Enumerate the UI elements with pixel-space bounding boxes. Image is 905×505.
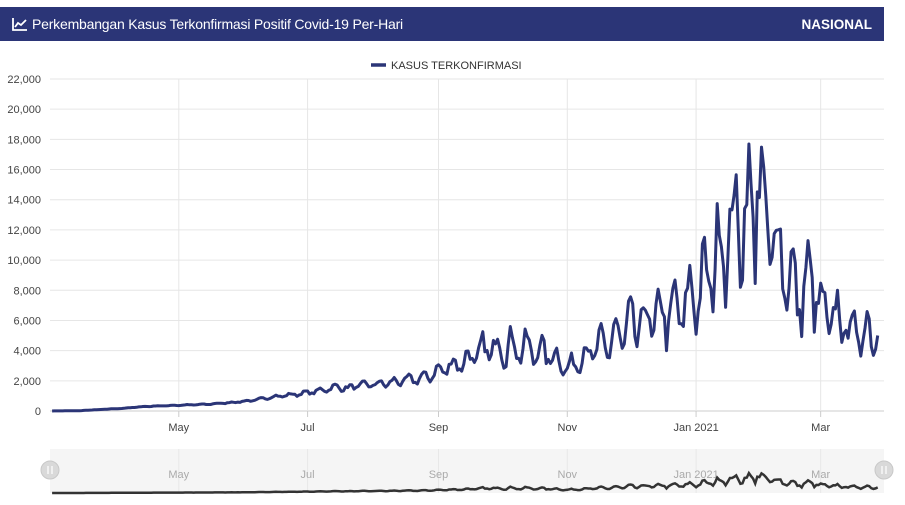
y-tick-label: 14,000 — [7, 195, 41, 207]
chart-title: Perkembangan Kasus Terkonfirmasi Positif… — [32, 16, 403, 32]
y-tick-label: 22,000 — [7, 74, 41, 86]
navigator-right-handle-grip-icon — [881, 466, 887, 474]
y-tick-label: 6,000 — [13, 315, 41, 327]
y-tick-label: 18,000 — [7, 134, 41, 146]
legend-label: KASUS TERKONFIRMASI — [391, 60, 522, 72]
navigator-background — [50, 449, 884, 493]
x-tick-label: Jul — [301, 422, 315, 434]
navigator-tick-label: Nov — [558, 469, 578, 481]
line-chart-icon — [12, 18, 27, 31]
x-tick-label: Mar — [811, 422, 830, 434]
y-tick-label: 0 — [35, 406, 41, 418]
chart-header: Perkembangan Kasus Terkonfirmasi Positif… — [0, 7, 884, 41]
navigator-tick-label: Sep — [429, 469, 449, 481]
chart-area: 0 2,000 4,000 6,000 8,000 10,000 12,000 14,000 1… — [7, 60, 894, 495]
navigator-tick-label: Mar — [811, 469, 830, 481]
navigator-left-handle[interactable] — [40, 460, 60, 480]
navigator-series-line — [52, 470, 879, 495]
x-tick-label: Nov — [558, 422, 578, 434]
y-tick-label: 10,000 — [7, 255, 41, 267]
navigator-tick-label: Jan 2021 — [673, 469, 718, 481]
navigator-right-handle[interactable] — [874, 460, 894, 480]
x-tick-label: May — [168, 422, 189, 434]
navigator-tick-label: May — [168, 469, 189, 481]
navigator-tick-label: Jul — [301, 469, 315, 481]
y-tick-label: 2,000 — [13, 376, 41, 388]
scope-badge[interactable]: NASIONAL — [801, 16, 873, 32]
y-tick-label: 20,000 — [7, 104, 41, 116]
navigator-left-handle-grip-icon — [47, 466, 53, 474]
x-tick-label: Sep — [429, 422, 449, 434]
x-tick-label: Jan 2021 — [673, 422, 718, 434]
y-tick-label: 12,000 — [7, 225, 41, 237]
y-tick-label: 4,000 — [13, 346, 41, 358]
y-tick-label: 8,000 — [13, 285, 41, 297]
y-tick-label: 16,000 — [7, 165, 41, 177]
series-line — [52, 142, 880, 413]
